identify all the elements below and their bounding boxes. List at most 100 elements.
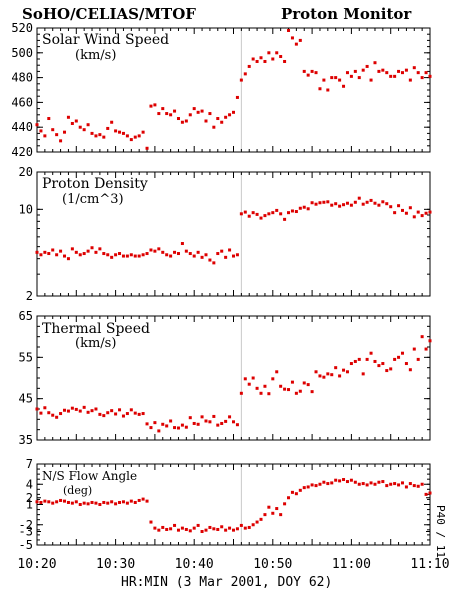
data-point xyxy=(149,520,153,524)
data-point xyxy=(235,253,239,257)
x-tick-label: 11:10 xyxy=(410,557,449,572)
data-point xyxy=(94,134,98,138)
data-point xyxy=(239,523,243,527)
data-point xyxy=(330,373,334,377)
data-point xyxy=(63,254,67,258)
data-point xyxy=(192,526,196,530)
data-point xyxy=(334,76,338,80)
data-point xyxy=(114,129,118,133)
data-point xyxy=(397,69,401,73)
data-point xyxy=(82,405,86,409)
data-point xyxy=(345,71,349,75)
data-point xyxy=(373,359,377,363)
data-point xyxy=(196,422,200,426)
data-point xyxy=(251,376,255,380)
data-point xyxy=(326,88,330,92)
data-point xyxy=(283,502,287,506)
data-point xyxy=(165,112,169,116)
data-point xyxy=(243,377,247,381)
data-point xyxy=(318,201,322,205)
data-point xyxy=(145,252,149,256)
data-point xyxy=(82,501,86,505)
data-point xyxy=(424,347,428,351)
data-point xyxy=(129,138,133,142)
data-point xyxy=(255,212,259,216)
data-point xyxy=(243,72,247,76)
data-point xyxy=(200,530,204,533)
data-point xyxy=(153,526,157,530)
data-point xyxy=(184,249,188,253)
data-point xyxy=(361,482,365,486)
data-point xyxy=(74,500,78,504)
data-point xyxy=(224,528,228,532)
data-point xyxy=(290,36,294,40)
data-point xyxy=(74,250,78,254)
data-point xyxy=(66,500,70,504)
data-point xyxy=(133,411,137,415)
data-point xyxy=(357,357,361,361)
y-tick-label: 1 xyxy=(26,498,33,512)
panel-unit: (1/cm^3) xyxy=(62,192,124,207)
data-point xyxy=(412,66,416,70)
data-point xyxy=(188,113,192,117)
data-point xyxy=(137,134,141,138)
data-point xyxy=(153,103,157,107)
data-point xyxy=(416,71,420,75)
data-point xyxy=(287,496,291,500)
data-point xyxy=(408,206,412,210)
data-point xyxy=(357,76,361,80)
data-point xyxy=(204,419,208,423)
data-point xyxy=(118,130,122,134)
data-point xyxy=(224,115,228,119)
data-point xyxy=(78,125,82,129)
y-tick-label: 2 xyxy=(26,491,33,505)
data-point xyxy=(381,480,385,484)
data-point xyxy=(114,502,118,506)
data-point xyxy=(35,407,39,411)
data-point xyxy=(165,253,169,257)
data-point xyxy=(161,107,165,111)
data-point xyxy=(428,491,432,495)
data-point xyxy=(361,202,365,206)
data-point xyxy=(298,38,302,42)
data-point xyxy=(59,498,63,502)
data-point xyxy=(232,110,235,114)
data-point xyxy=(424,71,428,75)
data-point xyxy=(404,68,408,72)
data-point xyxy=(51,501,55,505)
data-point xyxy=(338,78,342,82)
data-point xyxy=(353,69,357,73)
data-point xyxy=(78,409,82,413)
data-point xyxy=(314,484,318,488)
data-point xyxy=(357,482,361,486)
data-point xyxy=(389,367,393,371)
panel-title: Solar Wind Speed xyxy=(42,32,169,48)
data-point xyxy=(420,335,424,339)
data-point xyxy=(121,500,125,504)
data-point xyxy=(118,252,122,256)
data-point xyxy=(35,250,39,254)
data-point xyxy=(121,414,125,418)
data-point xyxy=(298,488,302,492)
data-point xyxy=(385,71,389,75)
data-point xyxy=(184,425,188,429)
data-point xyxy=(216,117,220,121)
data-point xyxy=(314,71,318,75)
data-point xyxy=(397,355,401,359)
data-point xyxy=(381,362,385,366)
data-point xyxy=(106,253,110,257)
data-point xyxy=(302,205,306,209)
data-point xyxy=(294,42,298,46)
data-point xyxy=(137,498,141,502)
data-point xyxy=(43,499,47,503)
data-point xyxy=(298,206,302,210)
data-point xyxy=(377,480,381,484)
panel-title: N/S Flow Angle xyxy=(42,469,137,483)
data-point xyxy=(212,414,216,418)
data-point xyxy=(153,249,157,253)
y-tick-label: 4 xyxy=(26,477,33,491)
data-point xyxy=(306,73,310,77)
data-point xyxy=(290,380,294,384)
data-point xyxy=(400,71,404,75)
